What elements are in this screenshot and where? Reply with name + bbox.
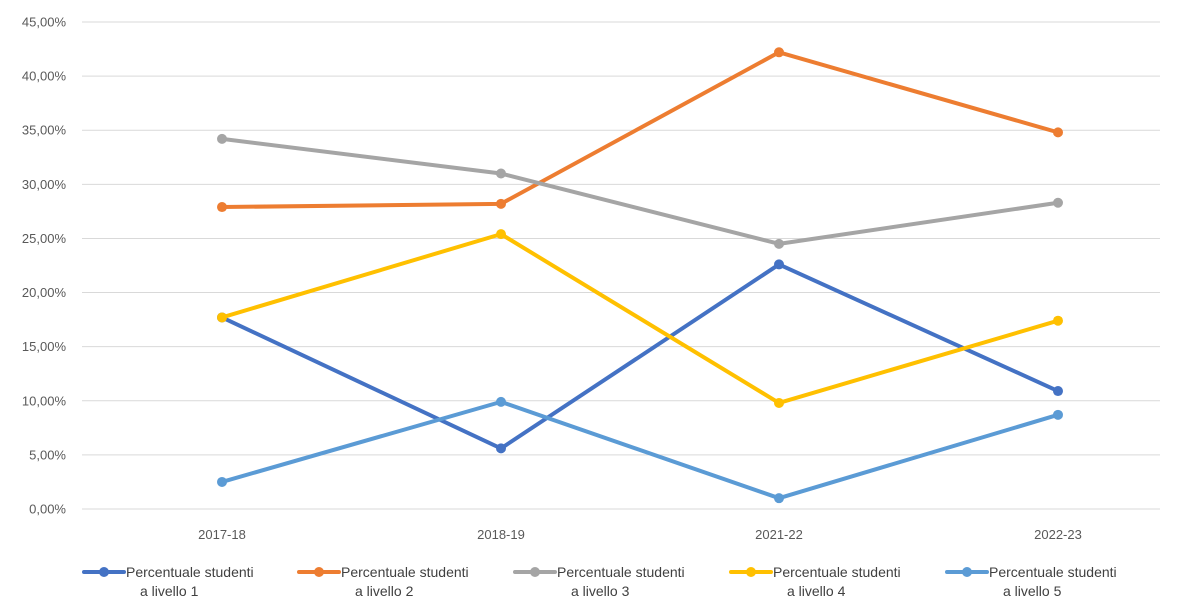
legend-item-3: Percentuale studenti a livello 3 <box>513 564 685 599</box>
legend-swatch-marker <box>746 567 756 577</box>
data-point <box>1053 197 1063 208</box>
data-point <box>496 229 506 240</box>
legend-label-line: a livello 4 <box>787 583 846 599</box>
data-point <box>774 47 784 58</box>
data-point <box>774 238 784 249</box>
legend-label-line: a livello 2 <box>355 583 414 599</box>
data-point <box>1053 386 1063 397</box>
data-point <box>1053 315 1063 326</box>
legend-label-line: a livello 3 <box>571 583 630 599</box>
series-line-3 <box>220 136 1060 246</box>
legend-item-1: Percentuale studenti a livello 1 <box>82 564 254 599</box>
y-tick-label: 40,00% <box>22 69 67 84</box>
series-4 <box>217 229 1063 408</box>
data-point <box>496 443 506 454</box>
y-tick-label: 15,00% <box>22 339 67 354</box>
data-point <box>774 259 784 270</box>
series-line-4 <box>220 232 1060 405</box>
legend-label-line: Percentuale studenti <box>989 564 1117 580</box>
data-point <box>496 198 506 209</box>
series-line-1 <box>220 262 1060 451</box>
series-5 <box>217 396 1063 504</box>
x-tick-label: 2021-22 <box>755 527 803 542</box>
legend-label: Percentuale studenti a livello 3 <box>557 564 685 599</box>
data-point <box>1053 409 1063 420</box>
data-point <box>496 168 506 179</box>
legend-label: Percentuale studenti a livello 1 <box>126 564 254 599</box>
x-tick-label: 2017-18 <box>198 527 246 542</box>
series-group <box>217 47 1063 504</box>
x-axis-tick-labels: 2017-18 2018-19 2021-22 2022-23 <box>198 527 1082 542</box>
legend-label-line: Percentuale studenti <box>126 564 254 580</box>
legend-swatch-marker <box>99 567 109 577</box>
legend-label: Percentuale studenti a livello 4 <box>773 564 901 599</box>
data-point <box>217 312 227 323</box>
series-line-5 <box>220 399 1060 501</box>
legend-swatch-marker <box>530 567 540 577</box>
legend-item-4: Percentuale studenti a livello 4 <box>729 564 901 599</box>
y-tick-label: 25,00% <box>22 231 67 246</box>
data-point <box>774 397 784 408</box>
data-point <box>496 396 506 407</box>
legend-label: Percentuale studenti a livello 2 <box>341 564 469 599</box>
x-tick-label: 2018-19 <box>477 527 525 542</box>
y-tick-label: 20,00% <box>22 285 67 300</box>
series-3 <box>217 133 1063 249</box>
legend-swatch-marker <box>962 567 972 577</box>
legend-swatch-marker <box>314 567 324 577</box>
y-tick-label: 5,00% <box>29 447 66 462</box>
data-point <box>217 476 227 487</box>
legend-label-line: a livello 1 <box>140 583 199 599</box>
legend-label-line: a livello 5 <box>1003 583 1062 599</box>
legend-item-2: Percentuale studenti a livello 2 <box>297 564 469 599</box>
data-point <box>217 133 227 144</box>
gridlines <box>82 21 1160 510</box>
legend-label-line: Percentuale studenti <box>773 564 901 580</box>
series-line-2 <box>220 50 1060 210</box>
data-point <box>217 202 227 213</box>
y-axis-tick-labels: 0,00% 5,00% 10,00% 15,00% 20,00% 25,00% 30,00%… <box>22 15 67 517</box>
legend-label-line: Percentuale studenti <box>341 564 469 580</box>
legend-label-line: Percentuale studenti <box>557 564 685 580</box>
legend-item-5: Percentuale studenti a livello 5 <box>945 564 1117 599</box>
data-point <box>1053 127 1063 138</box>
series-2 <box>217 47 1063 213</box>
y-tick-label: 10,00% <box>22 393 67 408</box>
legend: Percentuale studenti a livello 1Percentua… <box>82 564 1117 599</box>
y-tick-label: 0,00% <box>29 502 66 517</box>
y-tick-label: 35,00% <box>22 123 67 138</box>
data-point <box>774 493 784 504</box>
y-tick-label: 30,00% <box>22 177 67 192</box>
y-tick-label: 45,00% <box>22 15 67 30</box>
x-tick-label: 2022-23 <box>1034 527 1082 542</box>
legend-label: Percentuale studenti a livello 5 <box>989 564 1117 599</box>
